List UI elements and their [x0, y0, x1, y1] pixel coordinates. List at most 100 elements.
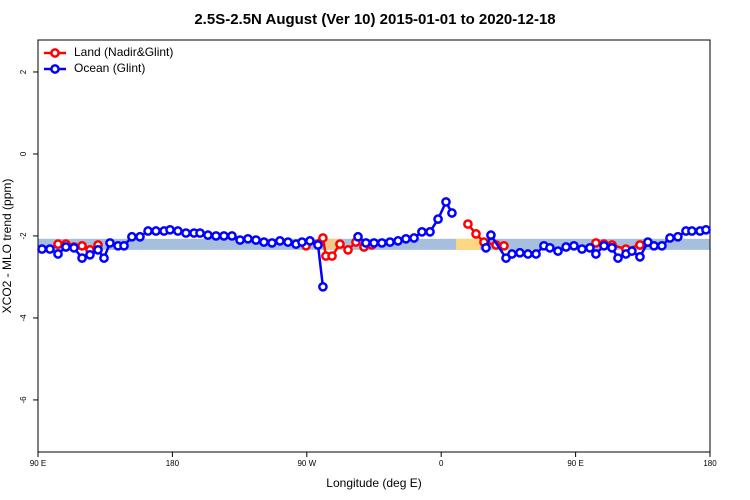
- point: [61, 242, 71, 252]
- point: [409, 233, 419, 243]
- point: [523, 249, 533, 259]
- point: [569, 240, 579, 251]
- point: [353, 231, 363, 242]
- point: [45, 244, 55, 254]
- point: [318, 281, 328, 292]
- point: [327, 251, 337, 261]
- point: [433, 214, 443, 224]
- point: [649, 240, 659, 251]
- point: [105, 238, 115, 248]
- point: [471, 229, 481, 239]
- point: [499, 240, 509, 251]
- point: [486, 230, 496, 240]
- point: [463, 219, 473, 229]
- point: [385, 237, 395, 247]
- y-tick-label: -4: [19, 314, 28, 322]
- y-tick-label: 0: [19, 151, 28, 156]
- point: [93, 245, 103, 255]
- chart-title: 2.5S-2.5N August (Ver 10) 2015-01-01 to …: [194, 11, 555, 28]
- point: [343, 245, 353, 255]
- x-tick-label: 0: [439, 459, 444, 468]
- point: [165, 224, 175, 235]
- point: [673, 231, 683, 242]
- point: [369, 238, 379, 248]
- point: [297, 237, 307, 247]
- point: [181, 228, 191, 238]
- point: [69, 242, 79, 253]
- point: [53, 249, 63, 259]
- x-axis-label: Longitude (deg E): [326, 476, 421, 490]
- point: [627, 246, 637, 256]
- point: [151, 226, 161, 236]
- legend-marker: [50, 48, 60, 58]
- plot-frame: [37, 39, 711, 453]
- point: [203, 230, 213, 240]
- point: [219, 231, 229, 241]
- point: [687, 226, 697, 236]
- point: [665, 233, 675, 243]
- point: [227, 231, 237, 241]
- point: [335, 239, 345, 250]
- point: [99, 253, 109, 263]
- y-tick-label: -2: [19, 232, 28, 240]
- point: [313, 240, 323, 250]
- point: [657, 240, 667, 251]
- band: [324, 238, 340, 250]
- point: [393, 236, 403, 246]
- point: [195, 228, 205, 238]
- x-tick-label: 90 E: [30, 459, 46, 468]
- point: [37, 244, 47, 254]
- point: [531, 249, 541, 259]
- point: [283, 237, 293, 247]
- point: [561, 242, 571, 252]
- point: [267, 238, 277, 248]
- legend-marker: [50, 64, 60, 74]
- point: [211, 231, 221, 241]
- point: [243, 233, 253, 244]
- point: [235, 235, 245, 245]
- point: [251, 235, 261, 245]
- point: [401, 233, 411, 244]
- point: [305, 236, 315, 246]
- point: [585, 242, 595, 253]
- point: [515, 247, 525, 258]
- x-tick-label: 180: [703, 459, 717, 468]
- point: [275, 236, 285, 246]
- legend-label: Ocean (Glint): [74, 61, 145, 75]
- point: [77, 253, 87, 263]
- point: [553, 246, 563, 256]
- point: [635, 240, 645, 250]
- x-tick-label: 90 E: [567, 459, 583, 468]
- point: [119, 240, 129, 251]
- point: [599, 240, 609, 251]
- point: [53, 239, 63, 250]
- point: [613, 253, 623, 263]
- point: [447, 208, 457, 218]
- point: [318, 233, 328, 243]
- point: [481, 242, 491, 253]
- point: [507, 249, 517, 259]
- y-tick-label: -6: [19, 396, 28, 404]
- point: [377, 238, 387, 248]
- point: [441, 197, 451, 207]
- x-tick-label: 90 W: [297, 459, 316, 468]
- x-tick-label: 180: [166, 459, 180, 468]
- point: [127, 231, 137, 242]
- band: [456, 238, 481, 250]
- point: [135, 231, 145, 242]
- point: [417, 227, 427, 237]
- legend-label: Land (Nadir&Glint): [74, 45, 173, 59]
- point: [545, 242, 555, 253]
- point: [361, 238, 371, 248]
- y-tick-label: 2: [19, 69, 28, 74]
- point: [77, 240, 87, 251]
- point: [173, 226, 183, 236]
- point: [143, 226, 153, 236]
- point: [607, 242, 617, 253]
- point: [635, 252, 645, 262]
- point: [85, 249, 95, 260]
- point: [577, 244, 587, 254]
- point: [701, 224, 711, 235]
- point: [591, 249, 601, 259]
